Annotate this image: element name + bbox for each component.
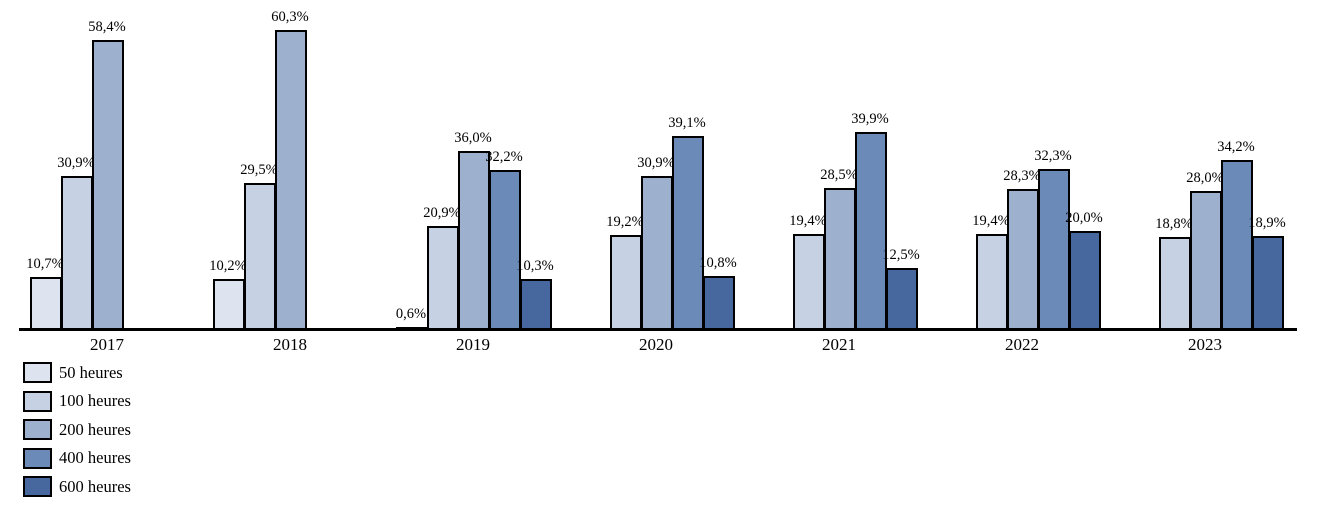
bar-value-label-200-heures-2020: 30,9%	[637, 155, 675, 171]
bar-200-heures-2018	[274, 30, 307, 330]
x-axis-label-2017: 2017	[90, 335, 124, 354]
bar-600-heures-2020	[702, 276, 735, 330]
x-axis-label-2020: 2020	[639, 335, 673, 354]
bar-value-label-100-heures-2018: 29,5%	[240, 162, 278, 178]
bar-value-label-100-heures-2022: 19,4%	[972, 213, 1010, 229]
legend-label-100-heures: 100 heures	[59, 391, 131, 410]
bar-value-label-400-heures-2023: 34,2%	[1217, 139, 1255, 155]
x-axis-label-2021: 2021	[822, 335, 856, 354]
bar-value-label-400-heures-2021: 39,9%	[851, 111, 889, 127]
legend-label-200-heures: 200 heures	[59, 419, 131, 439]
bar-value-label-600-heures-2020: 10,8%	[699, 255, 737, 271]
x-axis-line	[19, 328, 1297, 331]
legend-label-400-heures: 400 heures	[59, 448, 131, 467]
bar-100-heures-2018	[243, 183, 276, 330]
bar-100-heures-2020	[609, 235, 642, 330]
legend-swatch-400-heures	[23, 447, 52, 469]
bar-200-heures-2021	[823, 188, 856, 330]
legend-label-600-heures: 600 heures	[59, 476, 131, 496]
bar-100-heures-2019	[426, 226, 459, 330]
x-axis-label-2019: 2019	[456, 335, 490, 354]
legend-item-600-heures: 600 heures	[23, 476, 131, 497]
bar-100-heures-2023	[1158, 237, 1191, 330]
bar-value-label-50-heures-2018: 10,2%	[209, 258, 247, 274]
bar-200-heures-2023	[1189, 191, 1222, 330]
legend-label-50-heures: 50 heures	[59, 362, 123, 382]
bar-600-heures-2021	[885, 268, 918, 330]
bar-400-heures-2022	[1037, 169, 1070, 330]
bar-value-label-200-heures-2021: 28,5%	[820, 167, 858, 183]
bar-400-heures-2019	[488, 170, 521, 330]
bar-value-label-200-heures-2017: 58,4%	[88, 19, 126, 35]
bar-600-heures-2023	[1251, 236, 1284, 330]
bar-value-label-100-heures-2023: 18,8%	[1155, 216, 1193, 232]
bar-200-heures-2019	[457, 151, 490, 330]
bar-50-heures-2018	[212, 279, 245, 330]
bar-100-heures-2021	[792, 234, 825, 330]
bar-value-label-100-heures-2017: 30,9%	[57, 155, 95, 171]
bar-value-label-600-heures-2023: 18,9%	[1248, 215, 1286, 231]
legend-item-100-heures: 100 heures	[23, 390, 131, 412]
legend-item-200-heures: 200 heures	[23, 419, 131, 440]
legend-item-50-heures: 50 heures	[23, 362, 131, 383]
bar-value-label-50-heures-2017: 10,7%	[26, 256, 64, 272]
bar-value-label-600-heures-2019: 10,3%	[516, 258, 554, 274]
bar-100-heures-2022	[975, 234, 1008, 330]
bar-400-heures-2020	[671, 136, 704, 330]
legend-item-400-heures: 400 heures	[23, 447, 131, 469]
bar-600-heures-2019	[519, 279, 552, 330]
legend-swatch-50-heures	[23, 362, 52, 383]
x-axis-label-2018: 2018	[273, 335, 307, 354]
bar-value-label-100-heures-2020: 19,2%	[606, 214, 644, 230]
x-axis-label-2022: 2022	[1005, 335, 1039, 354]
bar-100-heures-2017	[60, 176, 93, 330]
legend: 50 heures 100 heures 200 heures 400 heur…	[23, 362, 131, 505]
legend-swatch-200-heures	[23, 419, 52, 440]
bar-value-label-100-heures-2019: 20,9%	[423, 205, 461, 221]
bar-600-heures-2022	[1068, 231, 1101, 330]
legend-swatch-600-heures	[23, 476, 52, 497]
bar-value-label-200-heures-2022: 28,3%	[1003, 168, 1041, 184]
bar-200-heures-2022	[1006, 189, 1039, 330]
bar-value-label-50-heures-2019: 0,6%	[395, 306, 427, 322]
bar-value-label-200-heures-2018: 60,3%	[271, 9, 309, 25]
bar-value-label-400-heures-2019: 32,2%	[485, 149, 523, 165]
bar-200-heures-2020	[640, 176, 673, 330]
bar-value-label-100-heures-2021: 19,4%	[789, 213, 827, 229]
bar-value-label-600-heures-2022: 20,0%	[1065, 210, 1103, 226]
bar-value-label-200-heures-2023: 28,0%	[1186, 170, 1224, 186]
bar-400-heures-2021	[854, 132, 887, 330]
x-axis-label-2023: 2023	[1188, 335, 1222, 354]
bar-value-label-600-heures-2021: 12,5%	[882, 247, 920, 263]
bar-50-heures-2017	[29, 277, 62, 330]
bar-400-heures-2023	[1220, 160, 1253, 330]
legend-swatch-100-heures	[23, 390, 52, 412]
bar-value-label-400-heures-2022: 32,3%	[1034, 148, 1072, 164]
bar-value-label-400-heures-2020: 39,1%	[668, 115, 706, 131]
bar-200-heures-2017	[91, 40, 124, 330]
bar-value-label-200-heures-2019: 36,0%	[454, 130, 492, 146]
